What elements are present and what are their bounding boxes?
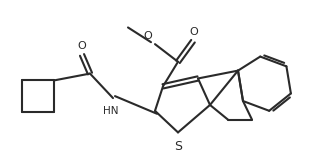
Text: O: O <box>143 31 152 41</box>
Text: O: O <box>190 27 198 37</box>
Text: S: S <box>174 140 182 153</box>
Text: HN: HN <box>103 106 119 116</box>
Text: O: O <box>78 41 86 51</box>
